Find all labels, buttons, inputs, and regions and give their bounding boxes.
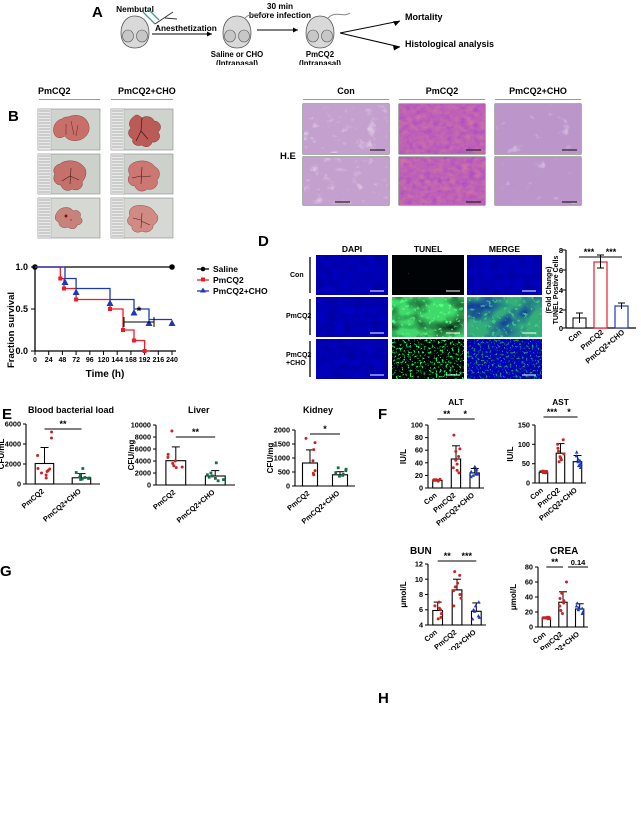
- svg-text:*: *: [567, 407, 571, 417]
- svg-text:50: 50: [522, 459, 530, 468]
- svg-text:20: 20: [415, 471, 423, 480]
- svg-text:*: *: [464, 409, 468, 419]
- svg-text:60: 60: [525, 578, 533, 587]
- svg-text:12: 12: [415, 560, 423, 569]
- svg-text:100: 100: [411, 421, 423, 430]
- svg-text:150: 150: [518, 421, 530, 430]
- svg-text:**: **: [551, 557, 559, 567]
- svg-text:IU/L: IU/L: [399, 449, 408, 464]
- svg-text:20: 20: [525, 608, 533, 617]
- svg-text:0: 0: [529, 623, 533, 632]
- svg-text:60: 60: [415, 446, 423, 455]
- svg-text:**: **: [444, 551, 452, 561]
- svg-text:40: 40: [525, 593, 533, 602]
- svg-text:6: 6: [419, 605, 423, 614]
- svg-text:8: 8: [419, 590, 423, 599]
- svg-text:**: **: [443, 409, 451, 419]
- svg-text:0.14: 0.14: [571, 558, 586, 567]
- svg-text:μmol/L: μmol/L: [399, 581, 408, 607]
- svg-text:100: 100: [518, 440, 530, 449]
- svg-text:AST: AST: [552, 397, 569, 407]
- svg-text:0: 0: [419, 484, 423, 493]
- svg-text:10: 10: [415, 575, 423, 584]
- svg-text:ALT: ALT: [448, 397, 464, 407]
- svg-text:0: 0: [526, 479, 530, 488]
- svg-text:4: 4: [419, 621, 424, 630]
- svg-text:IU/L: IU/L: [506, 446, 515, 461]
- svg-text:80: 80: [525, 563, 533, 572]
- svg-text:***: ***: [547, 407, 558, 417]
- svg-text:***: ***: [461, 551, 472, 561]
- svg-text:40: 40: [415, 458, 423, 467]
- svg-text:μmol/L: μmol/L: [509, 584, 518, 610]
- svg-text:80: 80: [415, 433, 423, 442]
